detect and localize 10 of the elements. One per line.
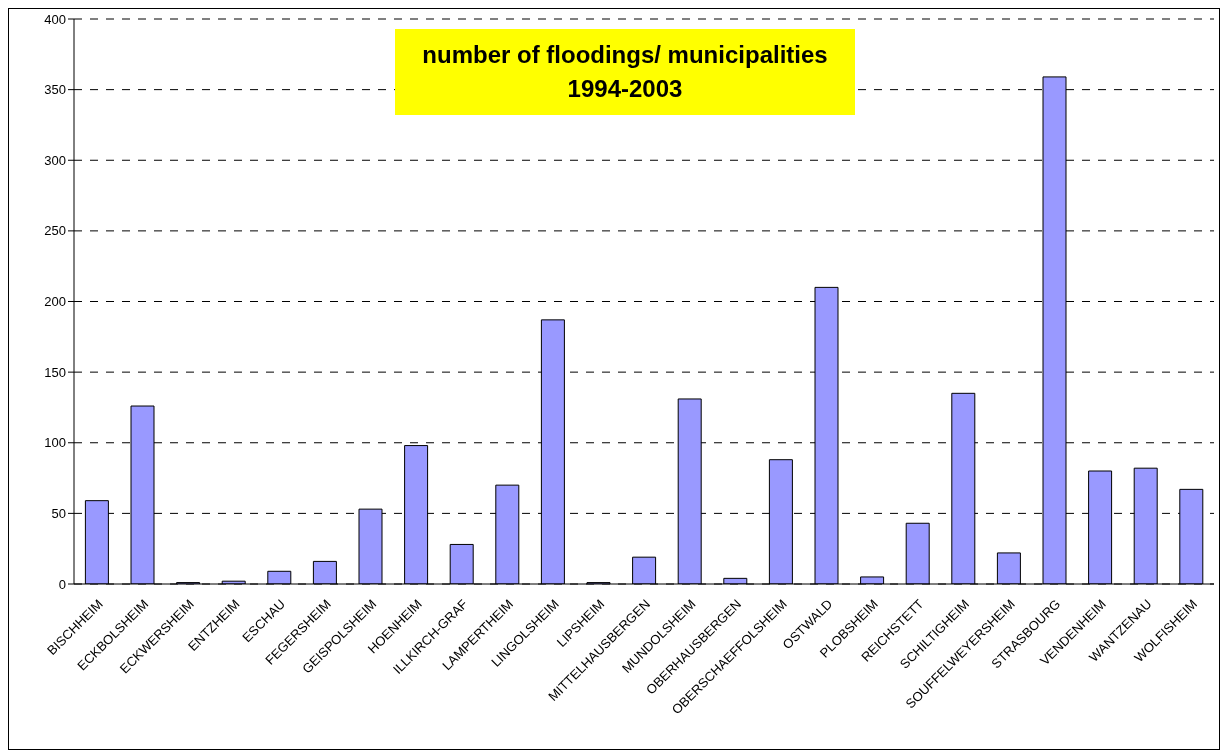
y-tick-label: 100 (44, 435, 66, 451)
y-tick-label: 50 (51, 505, 66, 521)
y-tick-label: 300 (44, 152, 66, 168)
y-tick-label: 250 (44, 223, 66, 239)
y-tick-label: 400 (44, 11, 66, 27)
y-tick-label: 350 (44, 82, 66, 98)
y-tick-label: 150 (44, 364, 66, 380)
y-tick-label: 200 (44, 294, 66, 310)
text: number of floodings/ municipalities 1994-2003 (395, 29, 855, 115)
y-tick-label: 0 (58, 576, 66, 592)
